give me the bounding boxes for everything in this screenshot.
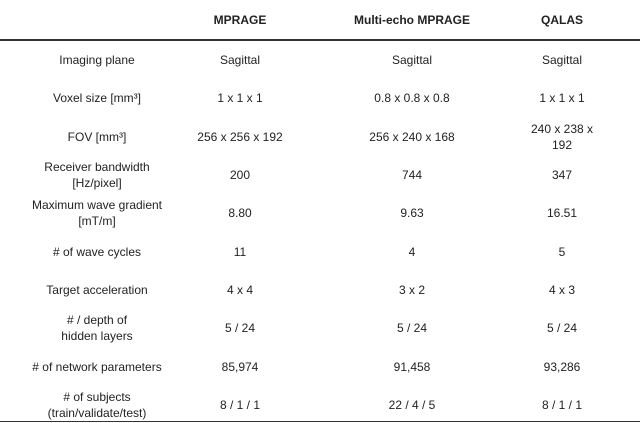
row-label: Target acceleration [46,282,148,297]
cell-value: 347 [551,168,573,183]
bottom-rule [0,421,640,422]
cell-value: 4 [408,244,416,259]
row-label: # of network parameters [32,359,162,374]
cell-value: 256 x 240 x 168 [369,129,455,144]
cell-value: 5 / 24 [396,321,428,336]
column-header: Multi-echo MPRAGE [354,13,470,27]
cell-value: 8.80 [228,206,252,221]
cell-value: 11 [233,244,247,259]
column-header: QALAS [541,13,583,27]
row-label: Receiver bandwidth [Hz/pixel] [44,160,150,191]
cell-value: 4 x 3 [548,282,576,297]
cell-value: 22 / 4 / 5 [388,397,436,412]
column-header: MPRAGE [213,13,267,27]
cell-value: 5 / 24 [546,321,578,336]
row-label: FOV [mm³] [67,129,127,144]
cell-value: Sagittal [391,53,433,68]
cell-value: 3 x 2 [398,282,426,297]
cell-value: 5 [558,244,566,259]
cell-value: 256 x 256 x 192 [197,129,283,144]
row-label: # / depth of hidden layers [61,313,133,344]
cell-value: 1 x 1 x 1 [539,91,585,106]
cell-value: 8 / 1 / 1 [219,397,261,412]
cell-value: 9.63 [400,206,424,221]
cell-value: 85,974 [221,359,259,374]
cell-value: 91,458 [393,359,431,374]
row-label: Maximum wave gradient [mT/m] [31,198,163,229]
cell-value: 200 [229,168,251,183]
cell-value: 93,286 [543,359,581,374]
header-rule [0,39,640,41]
cell-value: 4 x 4 [226,282,254,297]
cell-value: 0.8 x 0.8 x 0.8 [374,91,450,106]
cell-value: Sagittal [541,53,583,68]
row-label: # of wave cycles [52,244,142,259]
cell-value: 240 x 238 x 192 [530,121,594,152]
row-label: Imaging plane [59,53,135,68]
cell-value: 1 x 1 x 1 [217,91,263,106]
cell-value: 5 / 24 [224,321,256,336]
row-label: Voxel size [mm³] [52,91,142,106]
cell-value: 744 [401,168,423,183]
cell-value: Sagittal [219,53,261,68]
cell-value: 8 / 1 / 1 [541,397,583,412]
cell-value: 16.51 [546,206,578,221]
row-label: # of subjects (train/validate/test) [47,389,147,420]
